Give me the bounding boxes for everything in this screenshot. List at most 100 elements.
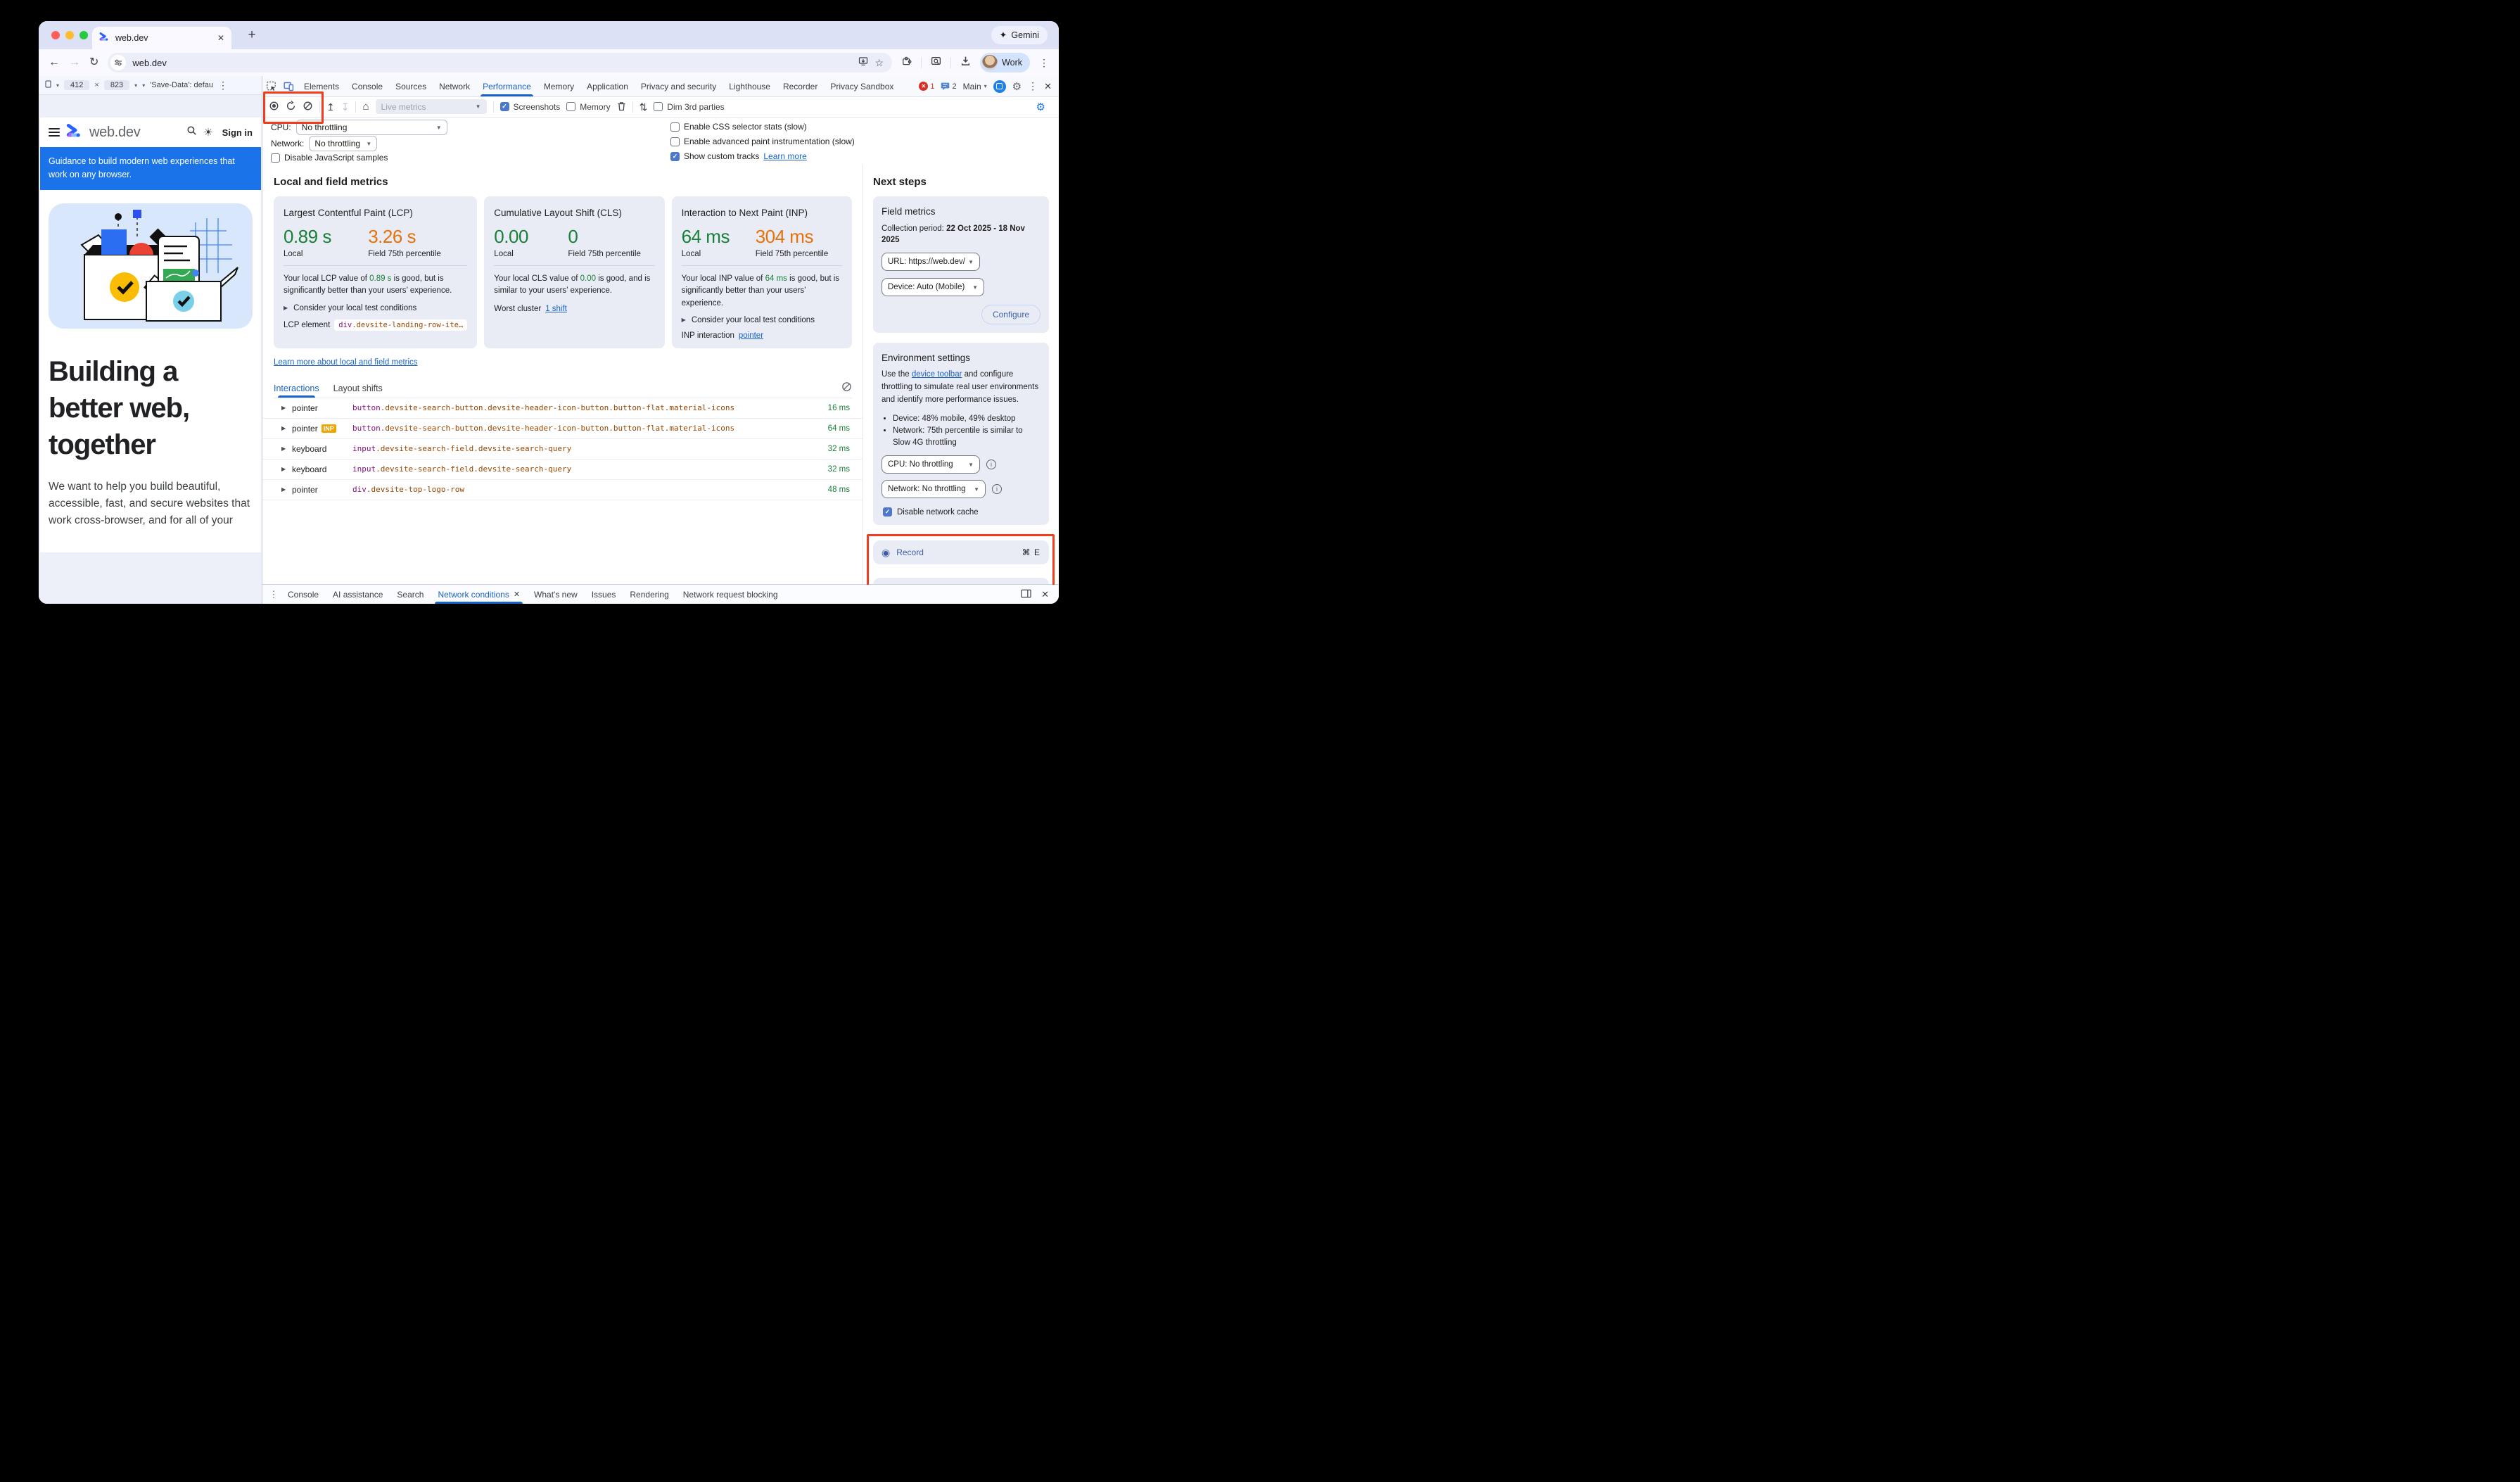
url-text[interactable]: web.dev — [132, 57, 167, 68]
triangle-right-icon[interactable]: ▶ — [281, 486, 286, 493]
footer-link[interactable]: 1 shift — [545, 304, 567, 313]
viewport-width-input[interactable]: 412 — [64, 80, 90, 90]
collect-garbage-icon[interactable] — [617, 101, 626, 113]
interaction-row[interactable]: ▶ pointer div.devsite-top-logo-row 48 ms — [262, 480, 863, 500]
devtools-tab-privacy-sandbox[interactable]: Privacy Sandbox — [830, 81, 894, 91]
network-throttling-select[interactable]: No throttling ▼ — [309, 136, 378, 151]
drawer-close-icon[interactable]: ✕ — [1041, 588, 1049, 600]
tab-close-icon[interactable]: ✕ — [217, 33, 224, 43]
search-icon[interactable] — [186, 125, 197, 139]
profile-chip[interactable]: Work — [980, 53, 1030, 72]
drawer-tab-network-conditions[interactable]: Network conditions ✕ — [431, 585, 527, 604]
toggle-device-toolbar-icon[interactable] — [280, 81, 298, 91]
address-bar[interactable]: web.dev ☆ — [108, 53, 893, 72]
error-badge[interactable]: ✕ 1 — [919, 82, 934, 91]
upload-profile-icon[interactable]: ↥ — [326, 101, 335, 113]
record-button[interactable]: ◉ Record ⌘ E — [873, 540, 1049, 565]
devtools-tab-memory[interactable]: Memory — [543, 81, 575, 91]
home-icon[interactable]: ⌂ — [362, 101, 369, 113]
custom-tracks-learn-more-link[interactable]: Learn more — [763, 151, 807, 161]
interaction-selector[interactable]: button.devsite-search-button.devsite-hea… — [352, 403, 794, 412]
interaction-selector[interactable]: div.devsite-top-logo-row — [352, 485, 794, 494]
drawer-tab-search[interactable]: Search — [397, 589, 424, 600]
shortcuts-updown-icon[interactable]: ⇅ — [639, 101, 648, 113]
message-badge[interactable]: 2 — [941, 82, 957, 91]
extension-icon[interactable] — [993, 80, 1006, 93]
record-and-reload-button[interactable]: ↻ Record and reload ⌘ ⇧ E — [873, 578, 1049, 585]
devtools-tab-network[interactable]: Network — [439, 81, 471, 91]
viewport-height-input[interactable]: 823 — [103, 80, 130, 90]
bookmark-star-icon[interactable]: ☆ — [874, 56, 884, 68]
interaction-selector[interactable]: input.devsite-search-field.devsite-searc… — [352, 464, 794, 474]
info-icon[interactable]: i — [992, 484, 1002, 495]
devtools-tab-performance[interactable]: Performance — [476, 76, 537, 96]
paint-instrumentation-checkbox[interactable]: Enable advanced paint instrumentation (s… — [670, 137, 855, 146]
record-icon[interactable] — [269, 101, 279, 113]
field-url-select[interactable]: URL: https://web.dev/ ▼ — [882, 253, 980, 272]
interaction-selector[interactable]: input.devsite-search-field.devsite-searc… — [352, 444, 794, 453]
footer-link[interactable]: pointer — [738, 331, 764, 340]
drawer-tab-console[interactable]: Console — [288, 589, 319, 600]
configure-button[interactable]: Configure — [981, 305, 1041, 325]
devtools-tab-elements[interactable]: Elements — [304, 81, 340, 91]
drawer-tab-issues[interactable]: Issues — [591, 589, 616, 600]
css-selector-stats-checkbox[interactable]: Enable CSS selector stats (slow) — [670, 122, 855, 132]
screenshots-checkbox[interactable]: ✓ Screenshots — [499, 102, 560, 112]
browser-menu-icon[interactable]: ⋮ — [1039, 56, 1049, 68]
triangle-right-icon[interactable]: ▶ — [281, 445, 286, 452]
capture-settings-gear-icon[interactable]: ⚙ — [1036, 101, 1045, 113]
metrics-learn-more-link[interactable]: Learn more about local and field metrics — [274, 357, 418, 367]
throttle-dropdown-icon[interactable]: ▾ — [142, 82, 146, 89]
drawer-tab-rendering[interactable]: Rendering — [630, 589, 669, 600]
browser-tab[interactable]: web.dev ✕ — [92, 27, 231, 49]
devtools-tab-recorder[interactable]: Recorder — [782, 81, 818, 91]
hamburger-menu-icon[interactable] — [49, 128, 60, 137]
local-test-conditions-expander[interactable]: ▶ Consider your local test conditions — [284, 304, 467, 312]
devtools-settings-gear-icon[interactable]: ⚙ — [1012, 80, 1022, 93]
search-tabs-icon[interactable] — [931, 56, 941, 70]
memory-checkbox[interactable]: Memory — [566, 102, 611, 112]
back-icon[interactable]: ← — [49, 56, 60, 68]
devtools-tab-sources[interactable]: Sources — [395, 81, 427, 91]
minimize-window-button[interactable] — [65, 31, 74, 39]
maximize-window-button[interactable] — [79, 31, 88, 39]
dock-side-icon[interactable] — [1021, 589, 1031, 600]
custom-tracks-checkbox[interactable]: ✓ Show custom tracks Learn more — [670, 151, 855, 161]
log-tab-interactions[interactable]: Interactions — [274, 379, 319, 398]
inspect-element-icon[interactable] — [262, 81, 280, 91]
interaction-row[interactable]: ▶ keyboard input.devsite-search-field.devs… — [262, 460, 863, 480]
device-toolbar-link[interactable]: device toolbar — [911, 370, 962, 379]
record-and-reload-icon[interactable] — [286, 101, 296, 113]
webdev-brand-text[interactable]: web.dev — [89, 124, 141, 140]
drawer-menu-icon[interactable]: ⋮ — [269, 588, 279, 600]
sign-in-button[interactable]: Sign in — [222, 127, 253, 138]
reload-icon[interactable]: ↻ — [89, 56, 99, 68]
install-icon[interactable] — [858, 56, 868, 70]
devtools-tab-lighthouse[interactable]: Lighthouse — [729, 81, 770, 91]
element-code-chip[interactable]: div.devsite-landing-row-ite… — [334, 319, 468, 331]
log-tab-layout-shifts[interactable]: Layout shifts — [333, 383, 383, 393]
drawer-tab-ai-assistance[interactable]: AI assistance — [333, 589, 383, 600]
gemini-button[interactable]: ✦ Gemini — [991, 26, 1048, 44]
field-device-select[interactable]: Device: Auto (Mobile) ▼ — [882, 278, 984, 297]
interaction-selector[interactable]: button.devsite-search-button.devsite-hea… — [352, 424, 794, 433]
devtools-tab-console[interactable]: Console — [352, 81, 383, 91]
devtools-tab-privacy-and-security[interactable]: Privacy and security — [640, 81, 717, 91]
block-icon[interactable] — [841, 381, 852, 395]
triangle-right-icon[interactable]: ▶ — [281, 466, 286, 473]
interaction-row[interactable]: ▶ pointer INP button.devsite-search-button.… — [262, 419, 863, 439]
cpu-throttling-select[interactable]: No throttling ▼ — [295, 120, 447, 135]
save-data-label[interactable]: 'Save-Data': defau — [150, 81, 214, 89]
env-network-select[interactable]: Network: No throttling ▼ — [882, 480, 986, 499]
theme-toggle-sun-icon[interactable]: ☀ — [203, 127, 213, 139]
new-tab-button[interactable]: + — [248, 27, 256, 42]
device-type-icon[interactable] — [45, 80, 51, 90]
drawer-tab-network-request-blocking[interactable]: Network request blocking — [682, 589, 778, 600]
interaction-row[interactable]: ▶ pointer button.devsite-search-button.dev… — [262, 398, 863, 419]
devtools-tab-application[interactable]: Application — [587, 81, 628, 91]
devtools-menu-icon[interactable]: ⋮ — [1028, 80, 1038, 91]
info-icon[interactable]: i — [986, 460, 996, 470]
triangle-right-icon[interactable]: ▶ — [281, 405, 286, 412]
close-window-button[interactable] — [51, 31, 60, 39]
context-selector[interactable]: Main ▾ — [963, 82, 987, 91]
